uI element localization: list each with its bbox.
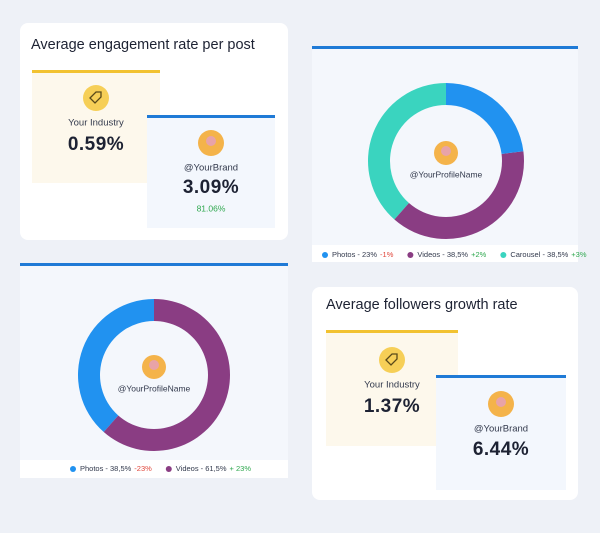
legend-dot [70,466,76,472]
legend-label: Carousel - 38,5% [510,250,568,259]
industry-value: 0.59% [68,134,124,155]
legend-dot [165,466,172,472]
panel-bar [436,375,566,378]
tag-glyph [385,353,398,366]
panel-bar [326,330,458,333]
legend-change: -1% [380,250,394,259]
donut-segment [394,151,524,239]
legend-label: Videos - 61,5% [176,464,227,473]
panel-bar [32,70,160,73]
legend-change: + 23% [230,464,252,473]
legend-change: +3% [571,250,587,259]
card-bar [20,263,288,266]
donut-segment [77,299,154,433]
avatar-face [149,360,159,370]
donut-segment [103,299,230,451]
tag-icon [83,85,109,111]
brand-label: @YourBrand [474,424,528,435]
legend-label: Videos - 38,5% [417,250,468,259]
industry-label: Your Industry [364,380,420,391]
legend-label: Photos - 38,5% [80,464,132,473]
avatar-face [206,136,216,146]
brand-value: 6.44% [473,439,529,460]
industry-value: 1.37% [364,396,420,417]
avatar-face [496,397,506,407]
center-label: @YourProfileName [118,383,191,393]
legend-change: +2% [471,250,487,259]
legend-change: -23% [134,464,152,473]
industry-label: Your Industry [68,118,124,129]
legend-label: Photos - 23% [332,250,377,259]
brand-change: 81.06% [197,203,226,213]
legend-strip [20,460,288,478]
legend-dot [407,252,414,258]
legend-dot [500,252,507,258]
card-bar [312,46,578,49]
legend-strip [312,245,578,262]
center-label: @YourProfileName [410,169,483,179]
tag-glyph [89,91,102,104]
brand-label: @YourBrand [184,163,238,174]
card-title: Average engagement rate per post [31,37,255,53]
legend-dot [322,252,328,258]
brand-value: 3.09% [183,177,239,198]
tag-icon [379,347,405,373]
card-title: Average followers growth rate [326,297,518,313]
avatar-face [441,146,451,156]
panel-bar [147,115,275,118]
donut-segment [446,83,524,154]
donut-segment [368,83,446,220]
